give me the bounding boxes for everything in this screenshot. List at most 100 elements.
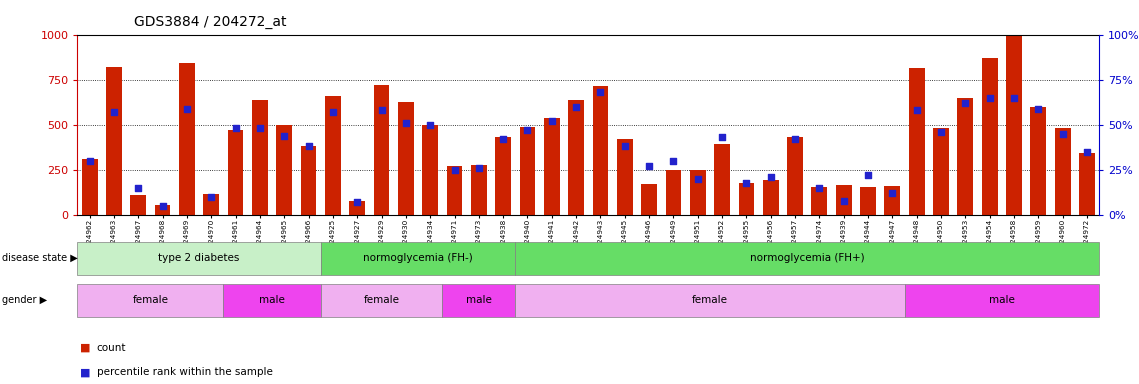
Text: ■: ■ <box>80 343 90 353</box>
Bar <box>446 166 462 215</box>
Bar <box>568 101 584 215</box>
Point <box>981 95 999 101</box>
Bar <box>350 200 366 215</box>
Text: male: male <box>466 295 492 306</box>
Point <box>591 89 609 95</box>
Point <box>469 165 487 171</box>
Bar <box>738 184 754 215</box>
Point <box>1054 131 1072 137</box>
Text: type 2 diabetes: type 2 diabetes <box>158 253 240 263</box>
Text: count: count <box>97 343 126 353</box>
Text: male: male <box>989 295 1015 306</box>
Bar <box>179 63 195 215</box>
Point <box>957 100 975 106</box>
Point <box>1005 95 1023 101</box>
Bar <box>252 99 268 215</box>
Bar <box>82 159 98 215</box>
Text: normoglycemia (FH+): normoglycemia (FH+) <box>749 253 865 263</box>
Bar <box>885 186 900 215</box>
Text: female: female <box>132 295 169 306</box>
Bar <box>1031 107 1047 215</box>
Point <box>105 109 123 115</box>
Bar <box>909 68 925 215</box>
Bar <box>1006 35 1022 215</box>
Text: gender ▶: gender ▶ <box>2 295 48 306</box>
Bar <box>933 128 949 215</box>
Bar <box>155 205 171 215</box>
Text: male: male <box>259 295 285 306</box>
Bar <box>374 85 390 215</box>
Point <box>908 107 926 113</box>
Point <box>445 167 464 173</box>
Bar <box>690 170 706 215</box>
Bar <box>860 187 876 215</box>
Point <box>518 127 536 133</box>
Bar <box>714 144 730 215</box>
Point <box>396 120 415 126</box>
Point <box>664 158 682 164</box>
Bar <box>519 127 535 215</box>
Text: GDS3884 / 204272_at: GDS3884 / 204272_at <box>134 15 287 29</box>
Point <box>713 134 731 141</box>
Bar <box>470 166 486 215</box>
Point <box>349 199 367 205</box>
Bar <box>106 67 122 215</box>
Point <box>129 185 147 191</box>
Bar <box>1079 153 1095 215</box>
Point <box>323 109 342 115</box>
Point <box>178 106 196 112</box>
Point <box>640 163 658 169</box>
Point <box>616 143 634 149</box>
Bar <box>423 125 439 215</box>
Text: percentile rank within the sample: percentile rank within the sample <box>97 367 272 377</box>
Text: disease state ▶: disease state ▶ <box>2 253 79 263</box>
Bar <box>836 185 852 215</box>
Point <box>542 118 560 124</box>
Point <box>227 125 245 131</box>
Point <box>786 136 804 142</box>
Point <box>251 125 269 131</box>
Bar <box>495 137 511 215</box>
Bar <box>592 86 608 215</box>
Bar <box>982 58 998 215</box>
Bar <box>130 195 146 215</box>
Bar <box>763 180 779 215</box>
Point <box>762 174 780 180</box>
Bar <box>544 118 559 215</box>
Point <box>567 104 585 110</box>
Text: female: female <box>691 295 728 306</box>
Point <box>835 197 853 204</box>
Point <box>689 176 707 182</box>
Bar <box>641 184 657 215</box>
Point <box>372 107 391 113</box>
Point <box>932 129 950 135</box>
Bar <box>325 96 341 215</box>
Text: normoglycemia (FH-): normoglycemia (FH-) <box>363 253 473 263</box>
Bar <box>228 130 244 215</box>
Point <box>81 158 99 164</box>
Bar <box>811 187 827 215</box>
Point <box>1077 149 1096 155</box>
Bar <box>958 98 973 215</box>
Bar <box>301 146 317 215</box>
Point <box>810 185 828 191</box>
Text: female: female <box>363 295 400 306</box>
Bar <box>787 137 803 215</box>
Bar <box>398 102 413 215</box>
Point <box>276 132 294 139</box>
Point <box>494 136 513 142</box>
Point <box>1030 106 1048 112</box>
Bar <box>665 170 681 215</box>
Bar <box>204 194 219 215</box>
Bar <box>617 139 632 215</box>
Point <box>154 203 172 209</box>
Text: ■: ■ <box>80 367 90 377</box>
Point <box>883 190 901 197</box>
Bar <box>277 125 292 215</box>
Point <box>421 122 440 128</box>
Point <box>737 179 755 185</box>
Point <box>300 143 318 149</box>
Bar <box>1055 128 1071 215</box>
Point <box>202 194 220 200</box>
Point <box>859 172 877 179</box>
